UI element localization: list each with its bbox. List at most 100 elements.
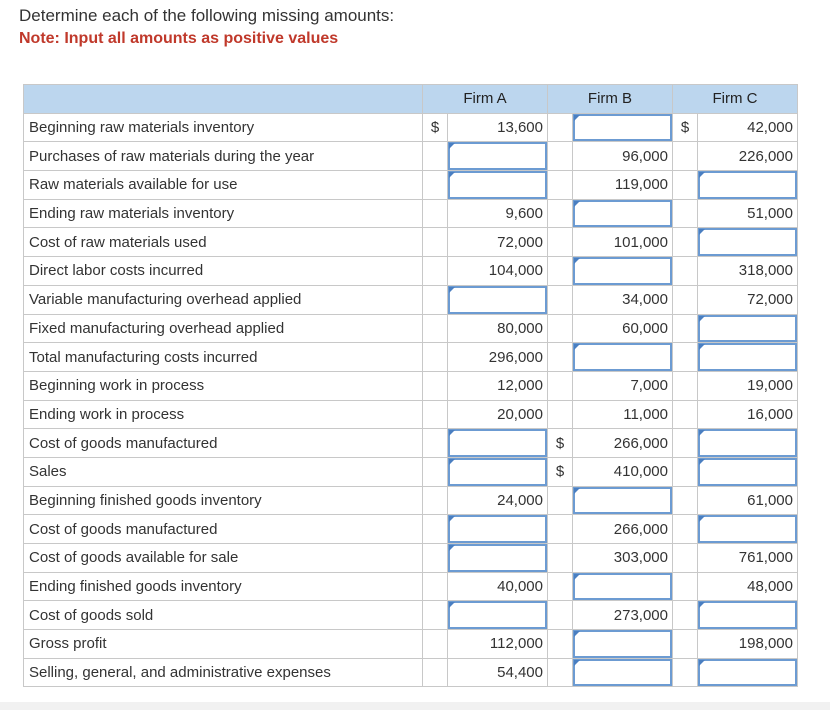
amount-value-firm-a: 24,000	[497, 491, 543, 509]
currency-symbol-firm-a	[422, 198, 448, 229]
currency-symbol-firm-c	[672, 485, 698, 516]
row-label: Purchases of raw materials during the ye…	[23, 141, 423, 172]
amount-value-cell-firm-b: 273,000	[572, 600, 673, 631]
amount-value-firm-c: 198,000	[738, 635, 793, 653]
amount-value-cell-firm-c: 198,000	[697, 629, 798, 659]
amount-value-cell-firm-a: 112,000	[447, 629, 548, 659]
currency-symbol-firm-c	[672, 141, 698, 172]
table-row: Cost of goods manufactured $266,000	[23, 428, 798, 458]
amount-value-cell-firm-c: 48,000	[697, 571, 798, 602]
row-label: Direct labor costs incurred	[23, 256, 423, 286]
currency-symbol-firm-a	[422, 485, 448, 516]
row-label: Beginning finished goods inventory	[23, 485, 423, 516]
row-label: Ending raw materials inventory	[23, 198, 423, 229]
row-label: Selling, general, and administrative exp…	[23, 657, 423, 688]
amount-input-firm-a[interactable]	[448, 429, 547, 457]
amount-value-firm-c: 48,000	[747, 578, 793, 596]
amount-input-firm-c[interactable]	[698, 457, 797, 486]
header-firm-a: Firm A	[422, 84, 548, 114]
amount-input-cell-firm-a	[447, 284, 548, 315]
currency-symbol-firm-a	[422, 313, 448, 344]
amount-value-firm-b: 96,000	[622, 147, 668, 165]
currency-symbol-firm-a	[422, 170, 448, 200]
row-label: Gross profit	[23, 629, 423, 659]
currency-symbol-firm-b	[547, 284, 573, 315]
header-row: Firm A Firm B Firm C	[23, 84, 798, 114]
table-row: Raw materials available for use 119,000	[23, 170, 798, 200]
amount-value-cell-firm-b: 34,000	[572, 284, 673, 315]
amount-input-cell-firm-a	[447, 170, 548, 200]
amount-input-firm-b[interactable]	[573, 343, 672, 371]
table-row: Cost of goods manufactured 266,000	[23, 514, 798, 544]
row-label: Cost of goods manufactured	[23, 514, 423, 544]
amount-input-firm-b[interactable]	[573, 113, 672, 142]
currency-symbol-firm-a	[422, 428, 448, 458]
currency-symbol-firm-a	[422, 399, 448, 430]
amount-input-firm-b[interactable]	[573, 486, 672, 515]
header-label-col	[23, 84, 423, 114]
amount-input-firm-b[interactable]	[573, 257, 672, 285]
amount-input-cell-firm-c	[697, 170, 798, 200]
amount-value-cell-firm-a: 9,600	[447, 198, 548, 229]
amount-value-cell-firm-a: 54,400	[447, 657, 548, 688]
currency-symbol-firm-b	[547, 227, 573, 258]
amount-input-firm-c[interactable]	[698, 171, 797, 199]
table-row: Ending finished goods inventory 40,000 48,…	[23, 571, 798, 602]
amount-input-firm-b[interactable]	[573, 572, 672, 601]
amount-value-firm-c: 16,000	[747, 405, 793, 423]
row-label: Cost of goods sold	[23, 600, 423, 631]
currency-symbol-firm-a	[422, 456, 448, 487]
header-firm-c: Firm C	[672, 84, 798, 114]
amount-value-cell-firm-b: 96,000	[572, 141, 673, 172]
currency-symbol-firm-c	[672, 571, 698, 602]
currency-symbol-firm-a	[422, 227, 448, 258]
amount-input-firm-c[interactable]	[698, 343, 797, 371]
amount-value-firm-b: 303,000	[613, 549, 668, 567]
amount-value-cell-firm-a: 40,000	[447, 571, 548, 602]
amount-input-firm-a[interactable]	[448, 601, 547, 630]
table-row: Ending work in process 20,000 11,000 16,000	[23, 399, 798, 430]
row-label: Raw materials available for use	[23, 170, 423, 200]
amount-input-firm-a[interactable]	[448, 515, 547, 543]
amount-input-firm-a[interactable]	[448, 544, 547, 572]
amount-value-cell-firm-a: 72,000	[447, 227, 548, 258]
amount-input-firm-a[interactable]	[448, 285, 547, 314]
amount-input-cell-firm-c	[697, 342, 798, 372]
amount-input-firm-c[interactable]	[698, 314, 797, 343]
currency-symbol-firm-a	[422, 141, 448, 172]
amount-value-cell-firm-b: 101,000	[572, 227, 673, 258]
amount-input-firm-c[interactable]	[698, 515, 797, 543]
row-label: Ending finished goods inventory	[23, 571, 423, 602]
amount-input-firm-a[interactable]	[448, 171, 547, 199]
amount-value-cell-firm-b: 7,000	[572, 370, 673, 401]
amount-input-firm-c[interactable]	[698, 658, 797, 687]
table-row: Fixed manufacturing overhead applied 80,0…	[23, 313, 798, 344]
amount-input-firm-b[interactable]	[573, 199, 672, 228]
amount-input-firm-c[interactable]	[698, 601, 797, 630]
missing-amounts-table: Firm A Firm B Firm C Beginning raw mater…	[23, 84, 798, 688]
currency-symbol-firm-b	[547, 657, 573, 688]
currency-symbol-firm-b	[547, 399, 573, 430]
currency-symbol-firm-a	[422, 543, 448, 573]
currency-symbol-firm-b	[547, 571, 573, 602]
amount-value-cell-firm-c: 318,000	[697, 256, 798, 286]
amount-input-firm-c[interactable]	[698, 429, 797, 457]
amount-value-cell-firm-a: 13,600	[447, 112, 548, 143]
amount-input-cell-firm-b	[572, 657, 673, 688]
currency-symbol-firm-b	[547, 198, 573, 229]
amount-value-firm-a: 12,000	[497, 377, 543, 395]
amount-input-firm-a[interactable]	[448, 142, 547, 171]
currency-symbol-firm-b: $	[547, 456, 573, 487]
row-label: Beginning raw materials inventory	[23, 112, 423, 143]
amount-input-firm-c[interactable]	[698, 228, 797, 257]
amount-input-cell-firm-b	[572, 256, 673, 286]
row-label: Ending work in process	[23, 399, 423, 430]
table-row: Sales $410,000	[23, 456, 798, 487]
amount-value-cell-firm-b: 266,000	[572, 428, 673, 458]
currency-symbol-firm-b	[547, 514, 573, 544]
amount-input-firm-b[interactable]	[573, 658, 672, 687]
amount-input-firm-b[interactable]	[573, 630, 672, 658]
amount-value-firm-a: 9,600	[505, 205, 543, 223]
amount-input-cell-firm-c	[697, 514, 798, 544]
amount-input-firm-a[interactable]	[448, 457, 547, 486]
